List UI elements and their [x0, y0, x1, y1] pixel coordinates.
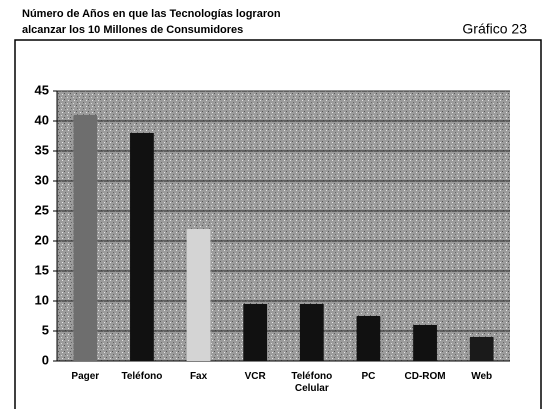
- bar: [130, 133, 154, 361]
- bar: [413, 325, 437, 361]
- figure-label: Gráfico 23: [462, 21, 527, 37]
- bar: [469, 337, 494, 361]
- x-tick-label: VCR: [244, 371, 266, 382]
- y-tick-label: 20: [35, 232, 49, 247]
- bar: [73, 115, 98, 361]
- bar: [356, 316, 381, 361]
- bar: [299, 304, 324, 361]
- bar: [243, 304, 268, 361]
- y-tick-label: 30: [35, 172, 49, 187]
- x-tick-label: Teléfono: [121, 371, 163, 382]
- y-tick-label: 15: [35, 262, 49, 277]
- y-tick-label: 35: [35, 142, 49, 157]
- x-tick-label: Pager: [71, 371, 100, 382]
- x-tick-label: Teléfono Celular: [291, 371, 333, 394]
- x-tick-label: Fax: [189, 371, 208, 382]
- y-tick-label: 40: [35, 112, 49, 127]
- y-tick-label: 25: [35, 202, 49, 217]
- x-tick-label: CD-ROM: [404, 371, 446, 382]
- chart-title: Número de Años en que las Tecnologías lo…: [22, 8, 281, 20]
- y-tick-label: 45: [35, 82, 49, 97]
- y-tick-label: 5: [42, 322, 49, 337]
- bar: [186, 229, 211, 361]
- y-tick-label: 0: [42, 352, 49, 367]
- x-tick-label: PC: [361, 371, 376, 382]
- x-tick-label: Web: [471, 371, 493, 382]
- y-tick-label: 10: [35, 292, 49, 307]
- frame: [14, 39, 542, 409]
- plot-area: [57, 91, 510, 361]
- chart-title: alcanzar los 10 Millones de Consumidores: [22, 24, 243, 36]
